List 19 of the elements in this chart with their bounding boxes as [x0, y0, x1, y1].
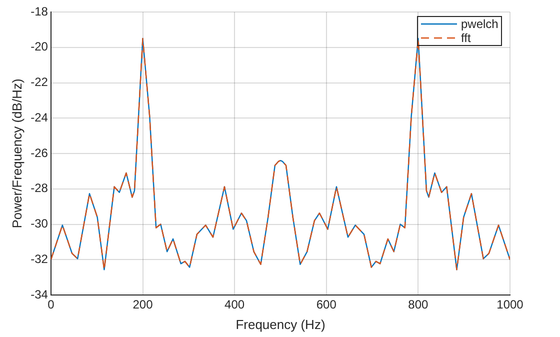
y-tick-label: -28	[30, 181, 48, 196]
y-tick-label: -26	[30, 146, 48, 160]
x-tick-label: 600	[316, 298, 337, 312]
x-tick-label: 400	[224, 298, 245, 312]
y-axis-title: Power/Frequency (dB/Hz)	[9, 78, 24, 228]
y-tick-label: -30	[30, 216, 48, 231]
y-tick-label: -22	[30, 75, 48, 90]
x-axis-title: Frequency (Hz)	[236, 316, 326, 332]
y-tick-label: -18	[30, 4, 48, 18]
y-tick-label: -32	[30, 252, 48, 266]
x-tick-label: 0	[48, 298, 55, 312]
y-tick-label: -34	[30, 287, 48, 302]
legend-label: pwelch	[461, 17, 498, 31]
y-tick-label: -24	[30, 110, 48, 124]
y-tick-label: -20	[30, 40, 48, 54]
x-tick-label: 1000	[496, 298, 524, 312]
x-tick-label: 200	[132, 298, 154, 312]
x-tick-label: 800	[408, 298, 429, 312]
legend-label: fft	[461, 31, 471, 45]
